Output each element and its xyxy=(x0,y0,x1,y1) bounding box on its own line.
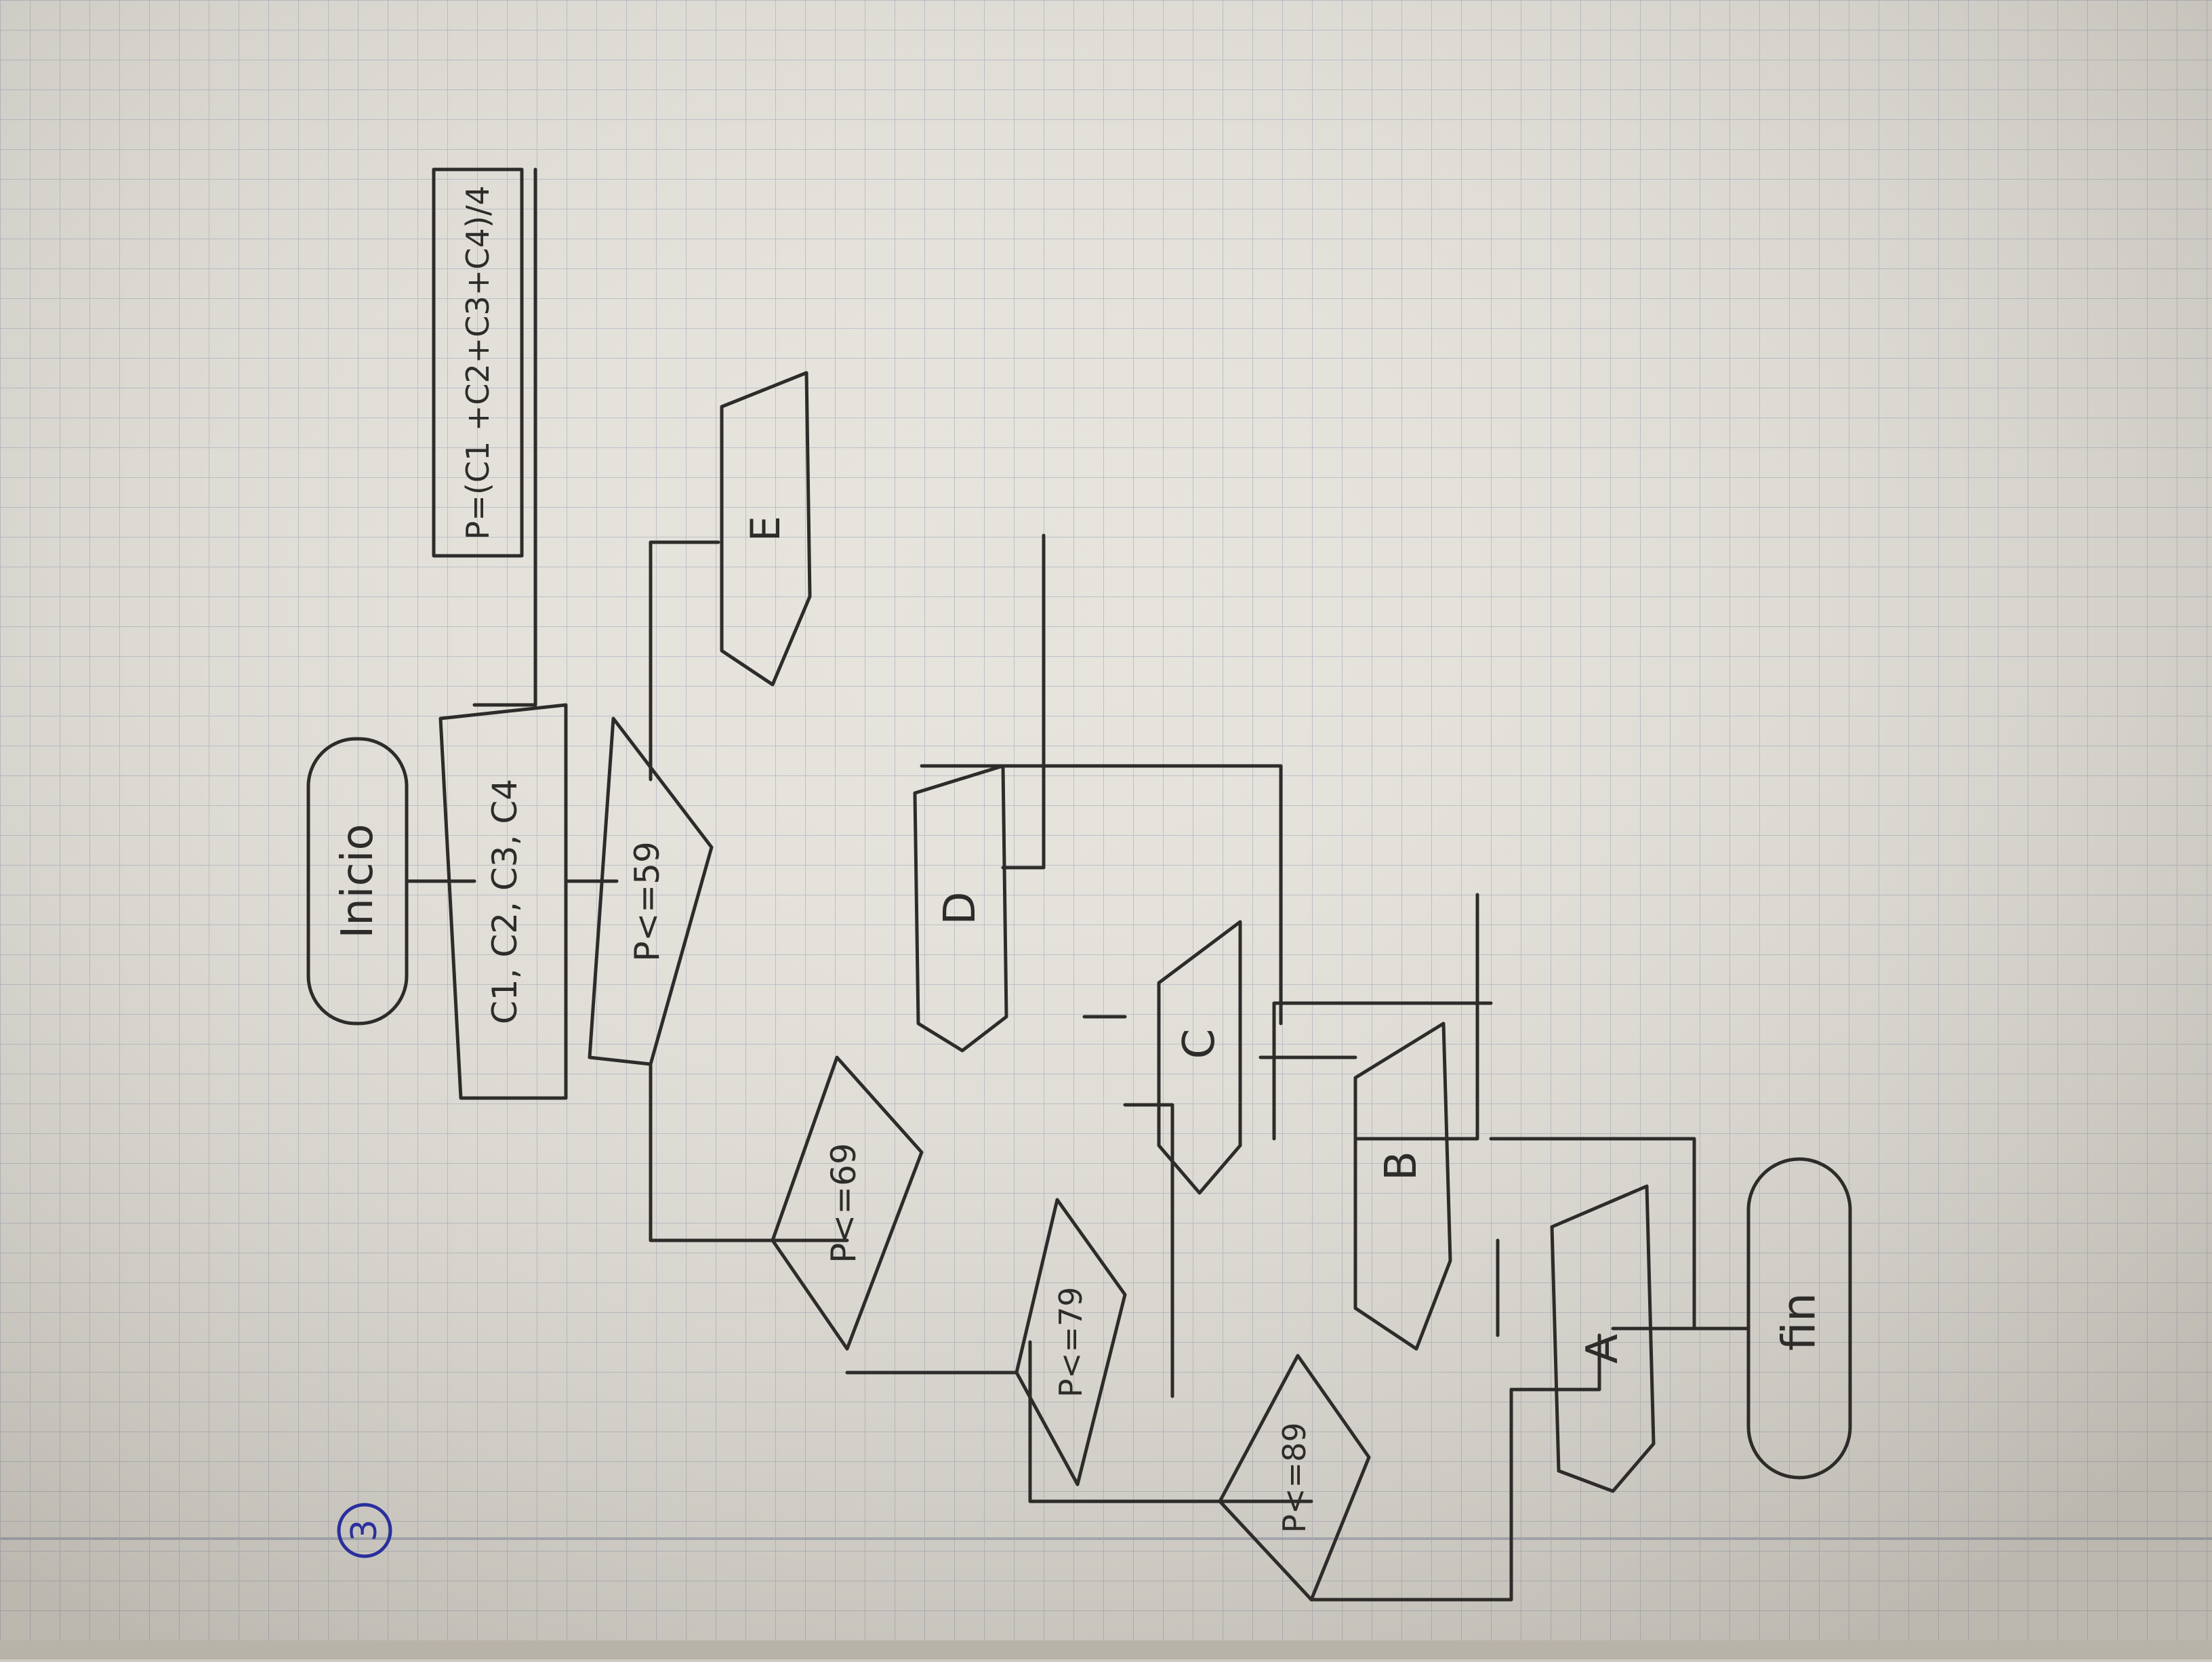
decision-p69-label: P<=69 xyxy=(824,1143,863,1263)
output-c xyxy=(1157,920,1242,1195)
output-a-label: A xyxy=(1578,1334,1628,1364)
decision-p89-label: P<=89 xyxy=(1276,1422,1313,1533)
output-c-label: C xyxy=(1174,1029,1225,1059)
decision-p59-label: P<=59 xyxy=(628,841,667,962)
end-label: fin xyxy=(1773,1293,1826,1351)
connectors xyxy=(405,167,1750,1602)
process-box xyxy=(432,167,524,558)
end-terminal xyxy=(1746,1157,1852,1480)
output-d xyxy=(913,764,1008,1053)
output-b-label: B xyxy=(1376,1151,1427,1181)
page-number: 3 xyxy=(344,1519,385,1541)
output-d-label: D xyxy=(935,891,985,925)
process-label: P=(C1 +C2+C3+C4)/4 xyxy=(459,186,496,540)
start-label: Inicio xyxy=(333,824,383,938)
output-e xyxy=(720,371,812,687)
decision-p59 xyxy=(588,716,714,1066)
output-b xyxy=(1353,1021,1452,1351)
page-number-circle xyxy=(337,1503,392,1558)
input-label: C1, C2, C3, C4 xyxy=(485,779,525,1024)
decision-p79-label: P<=79 xyxy=(1052,1286,1089,1397)
start-terminal xyxy=(306,737,409,1026)
input-parallelogram xyxy=(438,703,568,1100)
decision-p69 xyxy=(771,1055,924,1351)
output-a xyxy=(1550,1184,1656,1493)
output-e-label: E xyxy=(742,516,790,542)
decision-p79 xyxy=(1015,1198,1127,1486)
decision-p89 xyxy=(1218,1354,1371,1602)
